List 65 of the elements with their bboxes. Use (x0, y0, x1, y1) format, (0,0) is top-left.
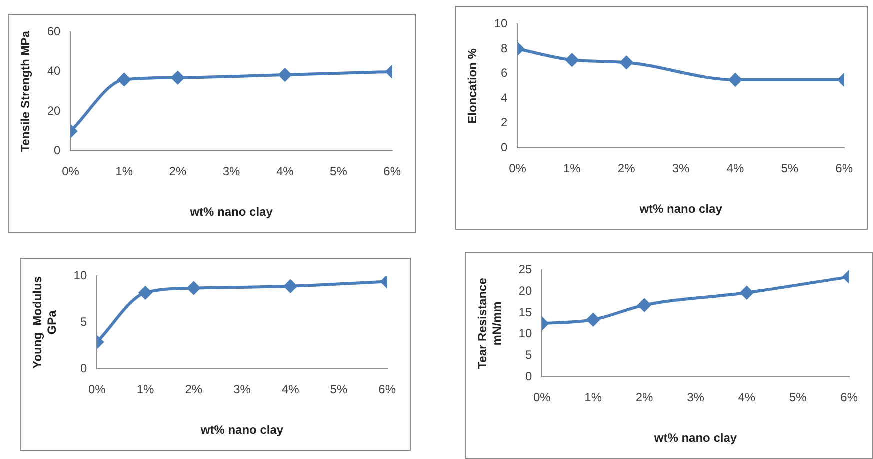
y-axis-title: Tensile Strength MPa (18, 30, 33, 152)
y-axis-title: Young Modulus GPa (30, 276, 59, 369)
x-tick-label: 1% (584, 390, 602, 405)
x-tick-label: 3% (222, 164, 241, 179)
x-tick-label: 4% (726, 162, 744, 176)
x-tick-label: 1% (564, 162, 582, 176)
x-tick-label: 4% (276, 164, 294, 179)
x-tick-label: 4% (738, 390, 756, 405)
x-tick-label: 6% (840, 390, 858, 405)
y-tick-label: 25 (518, 262, 532, 277)
y-tick-label: 5 (525, 348, 532, 362)
y-tick-label: 4 (501, 90, 508, 105)
y-tick-label: 8 (501, 41, 508, 56)
x-tick-label: 6% (384, 164, 402, 179)
y-tick-label: 20 (47, 104, 62, 118)
y-tick-label: 0 (54, 144, 62, 158)
y-tick-label: 10 (74, 268, 88, 283)
x-tick-label: 2% (636, 390, 654, 405)
point (566, 54, 579, 67)
x-tick-label: 4% (282, 382, 300, 397)
point (118, 73, 131, 86)
x-tick-label: 3% (672, 162, 690, 176)
x-tick-label: 5% (330, 164, 348, 179)
y-tick-label: 40 (47, 64, 62, 78)
x-axis-title: wt% nano clay (200, 423, 284, 438)
point (638, 298, 652, 312)
x-tick-label: 2% (169, 164, 187, 179)
x-tick-label: 1% (116, 164, 134, 179)
x-axis-title: wt% nano clay (189, 205, 274, 220)
x-tick-label: 6% (378, 382, 396, 397)
y-tick-label: 5 (80, 315, 88, 330)
point (620, 56, 634, 70)
y-axis-title: Tear Resistance mN/mm (476, 278, 504, 370)
x-axis-title: wt% nano clay (638, 202, 723, 216)
point (740, 286, 754, 300)
x-tick-label: 0% (509, 162, 527, 176)
point (728, 74, 742, 86)
x-tick-label: 0% (533, 390, 552, 405)
point (171, 71, 184, 84)
x-tick-label: 3% (687, 390, 705, 405)
y-tick-label: 10 (494, 16, 508, 31)
y-tick-label: 15 (518, 305, 532, 320)
x-tick-label: 5% (781, 162, 799, 176)
x-axis-title: wt% nano clay (653, 431, 738, 446)
x-tick-label: 3% (234, 382, 252, 397)
y-tick-label: 6 (501, 66, 508, 80)
x-tick-label: 1% (136, 382, 155, 397)
y-tick-label: 10 (518, 326, 532, 341)
x-tick-label: 5% (330, 382, 348, 397)
point (586, 313, 600, 326)
y-tick-label: 20 (518, 284, 532, 298)
x-tick-label: 0% (88, 382, 106, 397)
y-tick-label: 0 (525, 370, 532, 384)
x-tick-label: 2% (618, 162, 636, 176)
y-tick-label: 60 (47, 24, 62, 39)
point (187, 282, 200, 295)
x-tick-label: 6% (836, 162, 854, 176)
y-tick-label: 2 (501, 116, 508, 130)
y-tick-label: 0 (80, 362, 88, 376)
y-axis-title: Eloncation % (466, 48, 480, 124)
x-tick-label: 5% (789, 390, 808, 405)
y-tick-label: 0 (501, 140, 508, 155)
point (139, 286, 152, 300)
x-tick-label: 2% (185, 382, 203, 397)
x-tick-label: 0% (62, 164, 80, 179)
